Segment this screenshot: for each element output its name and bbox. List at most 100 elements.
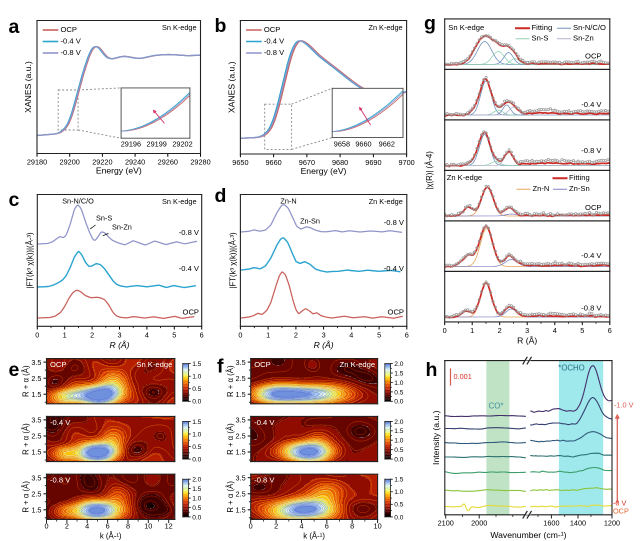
- svg-text:2000: 2000: [471, 519, 487, 528]
- svg-text:2: 2: [65, 521, 69, 530]
- svg-text:-0.4 V: -0.4 V: [581, 100, 602, 109]
- svg-text:-0.8 V: -0.8 V: [50, 476, 71, 485]
- svg-text:Zn-N: Zn-N: [533, 184, 550, 193]
- svg-text:-1.0 V: -1.0 V: [614, 400, 634, 409]
- svg-text:1600: 1600: [543, 519, 559, 528]
- svg-text:Fitting: Fitting: [532, 23, 553, 32]
- svg-text:-0.4 V: -0.4 V: [581, 251, 602, 260]
- svg-text:8: 8: [350, 521, 354, 530]
- svg-text:Sn-Zn: Sn-Zn: [573, 34, 594, 43]
- svg-text:Sn-S: Sn-S: [96, 213, 112, 222]
- svg-text:4: 4: [145, 330, 149, 339]
- svg-text:-0.8 V: -0.8 V: [581, 304, 602, 313]
- svg-text:OCP: OCP: [585, 51, 601, 60]
- svg-text:0: 0: [238, 330, 242, 339]
- svg-text:0.5: 0.5: [394, 447, 403, 454]
- svg-text:1200: 1200: [604, 519, 620, 528]
- svg-text:Energy (eV): Energy (eV): [96, 166, 142, 176]
- svg-text:8: 8: [126, 521, 130, 530]
- svg-text:0.5: 0.5: [394, 502, 403, 509]
- svg-text:Sn-N/C/O: Sn-N/C/O: [62, 196, 94, 205]
- svg-text:OCP: OCP: [254, 360, 270, 369]
- svg-text:0: 0: [249, 521, 253, 530]
- svg-text:CO*: CO*: [489, 402, 504, 411]
- svg-text:2.5: 2.5: [31, 489, 41, 498]
- svg-text:-0 V: -0 V: [613, 498, 627, 507]
- svg-text:1.5: 1.5: [236, 448, 246, 457]
- svg-text:Zn K-edge: Zn K-edge: [340, 360, 375, 369]
- svg-text:-0.8 V: -0.8 V: [254, 476, 275, 485]
- svg-text:R + α (Å): R + α (Å): [22, 481, 31, 513]
- svg-text:-0.4 V: -0.4 V: [50, 418, 71, 427]
- svg-text:4: 4: [349, 330, 353, 339]
- svg-text:OCP: OCP: [585, 203, 601, 212]
- svg-text:h: h: [426, 359, 438, 381]
- svg-text:Zn K-edge: Zn K-edge: [369, 23, 403, 32]
- svg-text:b: b: [215, 15, 227, 37]
- svg-text:OCP: OCP: [613, 506, 629, 515]
- svg-text:1: 1: [470, 326, 474, 335]
- svg-text:0.5: 0.5: [192, 444, 201, 451]
- svg-text:1.5: 1.5: [236, 505, 246, 514]
- svg-text:3.5: 3.5: [31, 416, 41, 425]
- svg-text:Sn K-edge: Sn K-edge: [136, 360, 172, 369]
- svg-text:-0.8 V: -0.8 V: [61, 48, 82, 57]
- svg-text:29260: 29260: [158, 158, 178, 167]
- svg-text:R + α (Å): R + α (Å): [226, 365, 235, 397]
- svg-text:5: 5: [580, 326, 584, 335]
- svg-text:3.5: 3.5: [31, 473, 41, 482]
- svg-text:29240: 29240: [125, 158, 145, 167]
- svg-text:9650: 9650: [232, 158, 248, 167]
- svg-text:0.001: 0.001: [454, 372, 472, 381]
- svg-text:OCP: OCP: [264, 25, 280, 34]
- svg-text:29200: 29200: [60, 158, 80, 167]
- svg-text:-0.4 V: -0.4 V: [384, 264, 405, 273]
- svg-text:2.0: 2.0: [394, 419, 403, 426]
- svg-text:OCP: OCP: [61, 25, 77, 34]
- svg-text:Zn K-edge: Zn K-edge: [447, 173, 482, 182]
- svg-text:d: d: [215, 185, 227, 207]
- svg-text:0.0: 0.0: [192, 399, 201, 406]
- svg-text:6: 6: [608, 326, 612, 335]
- svg-text:R + α (Å): R + α (Å): [22, 423, 31, 455]
- svg-text:2: 2: [90, 330, 94, 339]
- svg-text:k (Å-¹): k (Å-¹): [100, 531, 122, 540]
- svg-text:1.0: 1.0: [394, 438, 403, 445]
- svg-text:1.5: 1.5: [31, 390, 41, 399]
- svg-text:Zn-Sn: Zn-Sn: [300, 216, 320, 225]
- svg-text:R + α (Å): R + α (Å): [22, 365, 31, 397]
- svg-text:0: 0: [443, 326, 447, 335]
- svg-text:9662: 9662: [379, 139, 395, 148]
- svg-text:5: 5: [172, 330, 176, 339]
- svg-text:1.0: 1.0: [192, 495, 201, 502]
- svg-text:1.5: 1.5: [192, 486, 201, 493]
- svg-text:9660: 9660: [265, 158, 281, 167]
- svg-text:3.5: 3.5: [236, 416, 246, 425]
- svg-text:0.5: 0.5: [192, 505, 201, 512]
- svg-text:1.0: 1.0: [394, 489, 403, 496]
- svg-text:k (Å-¹): k (Å-¹): [303, 531, 325, 540]
- svg-text:10: 10: [374, 521, 382, 530]
- svg-text:0.0: 0.0: [192, 457, 201, 464]
- svg-text:Zn-N: Zn-N: [280, 196, 296, 205]
- svg-text:6: 6: [405, 330, 409, 339]
- svg-text:R (Å): R (Å): [314, 340, 334, 350]
- svg-text:0.5: 0.5: [192, 386, 201, 393]
- svg-text:2100: 2100: [438, 519, 454, 528]
- svg-text:XANES (a.u.): XANES (a.u.): [227, 61, 237, 113]
- svg-text:R + α (Å): R + α (Å): [226, 423, 235, 455]
- svg-text:3.5: 3.5: [236, 473, 246, 482]
- svg-text:0.5: 0.5: [394, 389, 403, 396]
- svg-text:2.0: 2.0: [192, 477, 201, 484]
- svg-text:1: 1: [63, 330, 67, 339]
- svg-text:0: 0: [35, 330, 39, 339]
- svg-text:-0.8 V: -0.8 V: [264, 48, 285, 57]
- svg-text:XANES (a.u.): XANES (a.u.): [23, 61, 33, 113]
- svg-text:Sn K-edge: Sn K-edge: [162, 23, 196, 32]
- svg-text:9700: 9700: [398, 158, 414, 167]
- svg-text:-0.4 V: -0.4 V: [179, 264, 200, 273]
- svg-text:f: f: [217, 356, 224, 378]
- svg-text:g: g: [424, 13, 436, 35]
- svg-text:3: 3: [322, 330, 326, 339]
- svg-text:3: 3: [117, 330, 121, 339]
